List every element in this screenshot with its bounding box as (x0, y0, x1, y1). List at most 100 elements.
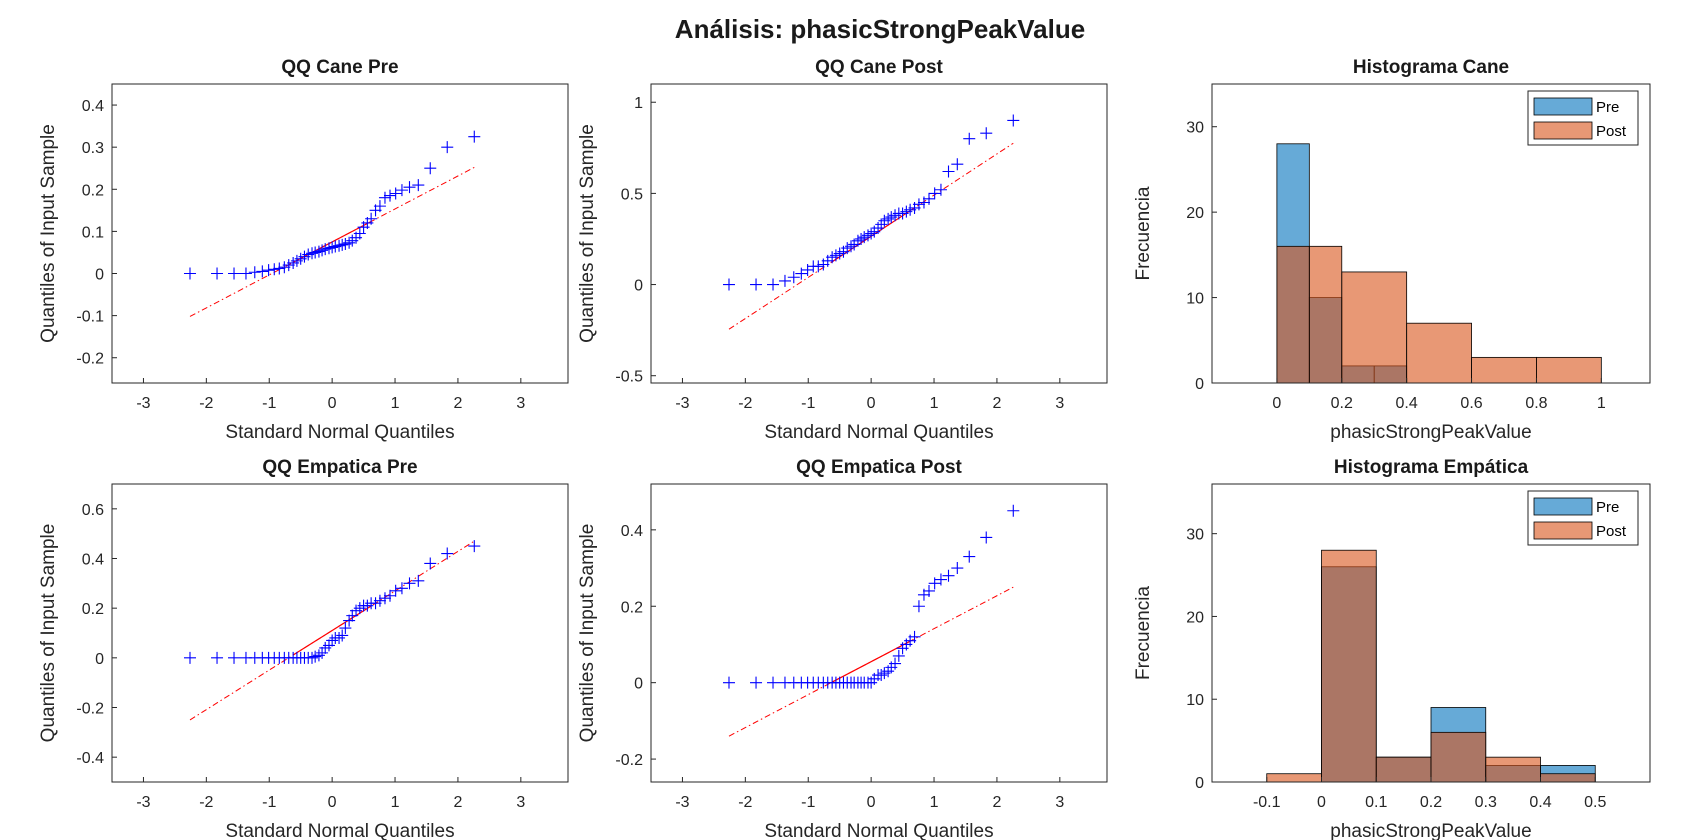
data-point (273, 262, 286, 275)
data-point (861, 229, 874, 242)
x-tick-label: 3 (1055, 395, 1064, 412)
data-point (441, 547, 454, 560)
y-tick-label: 0 (634, 278, 643, 295)
data-point (373, 594, 386, 607)
data-point (424, 162, 437, 175)
subplot-1: QQ Cane Pre Standard Normal Quantiles Quan… (38, 57, 569, 443)
x-axis-label: Standard Normal Quantiles (764, 422, 993, 443)
subplot-grid: QQ Cane Pre Standard Normal Quantiles Quan… (38, 57, 1651, 840)
x-tick-label: 0.4 (1396, 395, 1418, 412)
data-point (875, 669, 888, 682)
x-tick-label: -2 (738, 794, 752, 811)
histogram-bar-post (1375, 756, 1432, 783)
y-axis-label: Quantiles of Input Sample (38, 524, 59, 743)
subplot-title: QQ Empatica Post (796, 457, 962, 478)
subplot-4: QQ Empatica Pre Standard Normal Quantiles… (38, 457, 569, 840)
histogram-bar-post (1471, 356, 1537, 384)
x-tick-label: 0 (867, 794, 876, 811)
y-tick-label: 0 (1195, 376, 1204, 393)
x-tick-label: -1 (262, 395, 276, 412)
y-tick-label: -0.2 (76, 351, 104, 368)
data-point (268, 263, 281, 276)
y-tick-label: 10 (1186, 692, 1204, 709)
y-tick-label: 0 (634, 676, 643, 693)
y-tick-label: 30 (1186, 527, 1204, 544)
data-point (365, 212, 378, 225)
data-point (336, 629, 349, 642)
histogram-bar-post (1430, 731, 1487, 783)
x-tick-label: 2 (453, 395, 462, 412)
data-point (306, 247, 319, 260)
histogram-bar-post (1536, 356, 1602, 384)
axes-frame (111, 483, 569, 783)
y-tick-label: 10 (1186, 291, 1204, 308)
y-tick-label: 20 (1186, 609, 1204, 626)
data-point (963, 550, 976, 563)
y-tick-label: 0.5 (621, 186, 643, 203)
x-tick-label: -1 (801, 794, 815, 811)
data-point (722, 278, 735, 291)
data-point (980, 531, 993, 544)
data-point (339, 622, 352, 635)
data-point (322, 639, 335, 652)
y-tick-label: 0.4 (621, 523, 643, 540)
data-point (412, 574, 425, 587)
legend-entry: Post (1596, 123, 1627, 140)
x-tick-label: 1 (930, 395, 939, 412)
data-point (183, 267, 196, 280)
data-point (353, 227, 366, 240)
data-point (923, 584, 936, 597)
data-point (934, 183, 947, 196)
data-point (343, 614, 356, 627)
x-axis-label: phasicStrongPeakValue (1330, 821, 1531, 840)
data-point (951, 158, 964, 171)
y-axis-label: Quantiles of Input Sample (38, 124, 59, 343)
data-point (812, 260, 825, 273)
x-tick-label: 0.2 (1331, 395, 1353, 412)
x-tick-label: 1 (391, 395, 400, 412)
data-point (395, 582, 408, 595)
data-point (468, 130, 481, 143)
legend: Pre Post (1527, 490, 1639, 546)
data-point (239, 267, 252, 280)
data-point (1007, 504, 1020, 517)
data-point (750, 278, 763, 291)
x-tick-label: 0.3 (1475, 794, 1497, 811)
x-tick-label: 2 (992, 794, 1001, 811)
x-tick-label: 3 (516, 395, 525, 412)
x-tick-label: -3 (675, 794, 689, 811)
data-point (750, 676, 763, 689)
x-tick-label: 3 (1055, 794, 1064, 811)
y-tick-label: 0.6 (82, 502, 104, 519)
subplot-2: QQ Cane Post Standard Normal Quantiles Qua… (577, 57, 1108, 443)
x-tick-label: 0 (1317, 794, 1326, 811)
data-point (767, 278, 780, 291)
y-axis-label: Frecuencia (1133, 586, 1154, 680)
y-tick-label: 0.4 (82, 98, 104, 115)
data-point (980, 127, 993, 140)
y-tick-label: 0 (95, 651, 104, 668)
x-tick-label: -3 (675, 395, 689, 412)
data-point (256, 265, 269, 278)
data-point (333, 239, 346, 252)
x-axis-label: Standard Normal Quantiles (225, 422, 454, 443)
data-point (441, 141, 454, 154)
data-point (923, 192, 936, 205)
axes-frame (1211, 83, 1651, 384)
data-point (424, 557, 437, 570)
subplot-title: QQ Cane Pre (281, 57, 398, 78)
data-point (908, 630, 921, 643)
x-tick-label: 2 (992, 395, 1001, 412)
data-point (942, 165, 955, 178)
data-point (384, 189, 397, 202)
data-point (336, 238, 349, 251)
y-tick-label: 0.3 (82, 140, 104, 157)
x-tick-label: 0.5 (1584, 794, 1606, 811)
y-axis-label: Quantiles of Input Sample (577, 124, 598, 343)
x-tick-label: 0 (1272, 395, 1281, 412)
data-point (963, 132, 976, 145)
data-point (855, 232, 868, 245)
x-tick-label: -2 (738, 395, 752, 412)
x-tick-label: -2 (199, 794, 213, 811)
data-point (912, 198, 925, 211)
